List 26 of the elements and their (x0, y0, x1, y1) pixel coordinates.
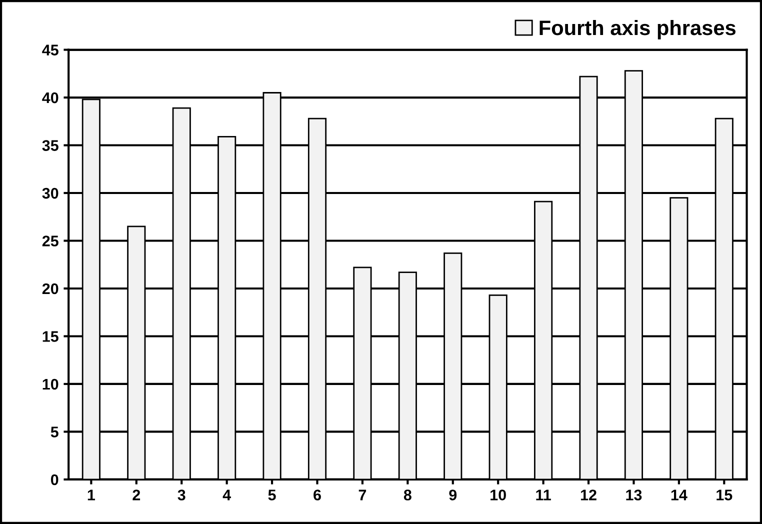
y-tick-label: 45 (42, 44, 58, 56)
x-tick-label: 10 (490, 490, 506, 500)
x-tick-label: 9 (449, 490, 457, 500)
y-tick-label: 30 (42, 188, 58, 199)
x-tick-label: 2 (132, 490, 140, 500)
y-tick-label: 25 (42, 236, 58, 246)
y-tick-label: 40 (42, 92, 58, 104)
x-tick-label: 15 (716, 490, 732, 500)
y-tick-label: 35 (42, 140, 58, 151)
y-tick-label: 0 (50, 474, 58, 486)
x-tick-label: 12 (580, 490, 596, 500)
x-tick-label: 8 (404, 490, 412, 500)
x-tick-label: 14 (671, 490, 688, 500)
x-tick-label: 7 (358, 490, 366, 500)
y-tick-label: 15 (42, 331, 58, 342)
y-tick-label: 5 (50, 426, 58, 438)
x-tick-label: 1 (88, 490, 96, 500)
x-tick-label: 4 (222, 490, 231, 500)
y-tick-label: 20 (42, 283, 58, 294)
x-tick-label: 11 (536, 490, 551, 500)
x-tick-label: 3 (178, 490, 186, 500)
legend-label: Fourth axis phrases (540, 20, 736, 40)
x-tick-label: 5 (268, 490, 276, 500)
y-tick-label: 10 (42, 378, 58, 390)
x-tick-label: 13 (626, 490, 642, 500)
x-tick-label: 6 (314, 490, 321, 500)
